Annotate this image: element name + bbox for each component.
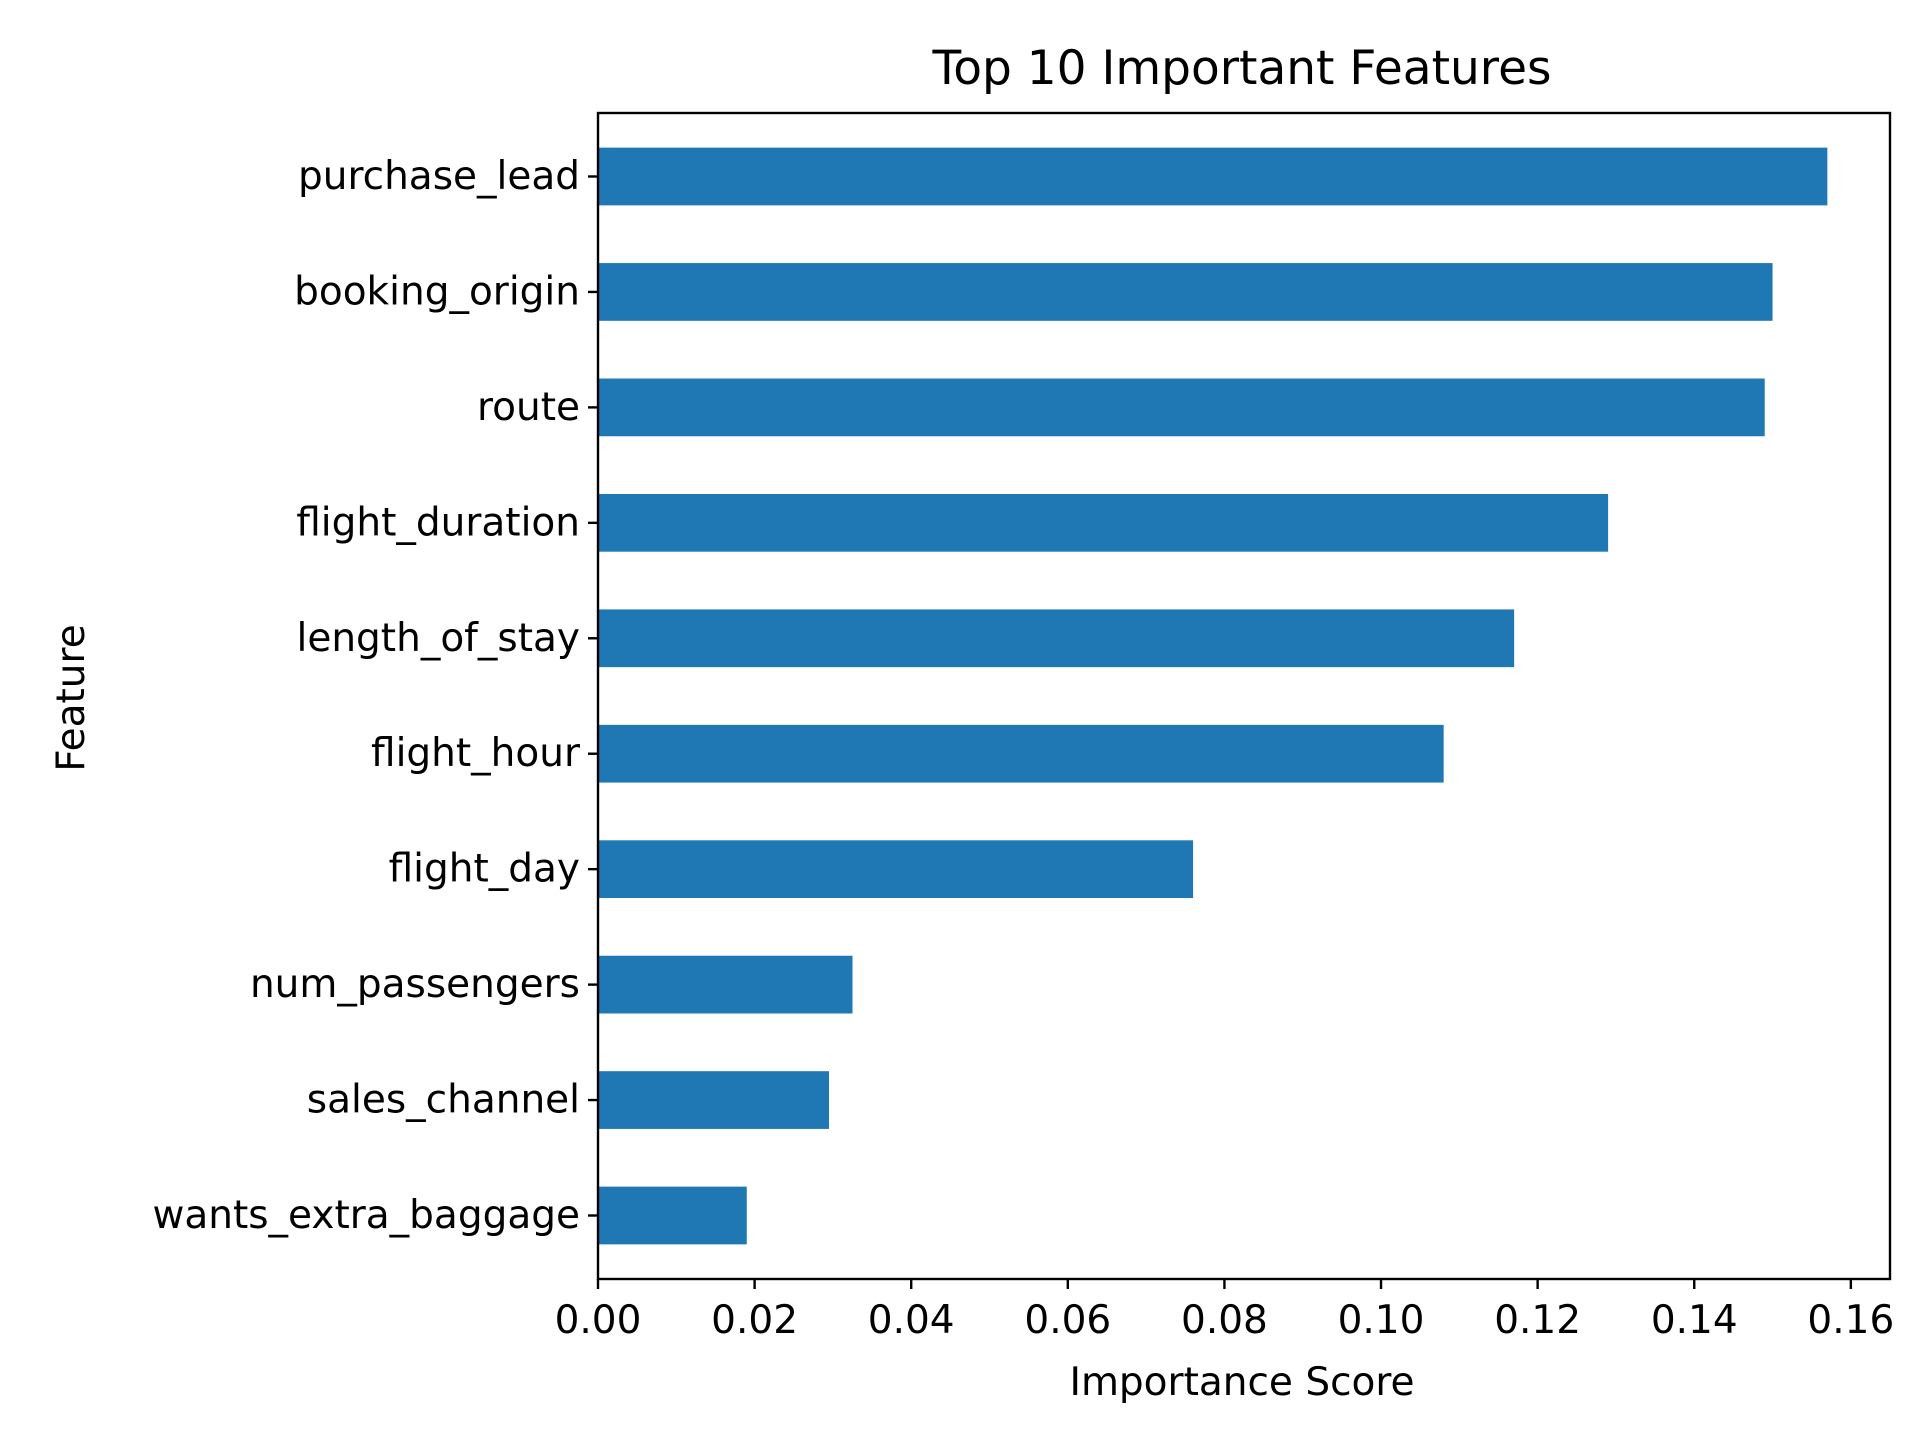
x-tick-label: 0.02: [711, 1298, 798, 1343]
x-tick-label: 0.14: [1651, 1298, 1738, 1343]
bar-flight-day: [598, 840, 1194, 899]
y-axis-label: Feature: [49, 624, 94, 771]
bar-purchase-lead: [598, 147, 1828, 206]
y-tick-label: booking_origin: [294, 269, 580, 314]
y-tick-label: purchase_lead: [298, 154, 580, 199]
x-tick-label: 0.16: [1807, 1298, 1894, 1343]
y-tick-label: flight_day: [389, 847, 580, 892]
y-tick-label: length_of_stay: [297, 616, 581, 661]
chart-title: Top 10 Important Features: [931, 41, 1551, 96]
x-tick-label: 0.08: [1181, 1298, 1268, 1343]
bar-num-passengers: [598, 955, 853, 1014]
x-tick-label: 0.04: [868, 1298, 955, 1343]
plot-frame: [596, 111, 1892, 1281]
x-axis-ticks: 0.00 0.02 0.04 0.06 0.08 0.10 0.12 0.14 0.16: [555, 1279, 1894, 1343]
bar-length-of-stay: [598, 609, 1515, 668]
x-tick-label: 0.00: [555, 1298, 642, 1343]
x-tick-label: 0.10: [1338, 1298, 1425, 1343]
x-axis-label: Importance Score: [1069, 1360, 1414, 1405]
y-tick-label: num_passengers: [250, 962, 580, 1007]
x-tick-label: 0.06: [1024, 1298, 1111, 1343]
x-tick-label: 0.12: [1494, 1298, 1581, 1343]
y-tick-label: sales_channel: [307, 1078, 580, 1123]
bar-sales-channel: [598, 1071, 829, 1129]
bar-flight-hour: [598, 724, 1444, 783]
bar-group: [598, 147, 1828, 1245]
y-tick-label: flight_duration: [296, 500, 580, 545]
bar-wants-extra-baggage: [598, 1186, 747, 1245]
bar-route: [598, 378, 1765, 437]
bar-booking-origin: [598, 263, 1773, 321]
y-tick-label: wants_extra_baggage: [152, 1193, 580, 1238]
bar-flight-duration: [598, 493, 1609, 552]
y-tick-label: route: [477, 385, 580, 430]
y-tick-label: flight_hour: [371, 731, 581, 776]
